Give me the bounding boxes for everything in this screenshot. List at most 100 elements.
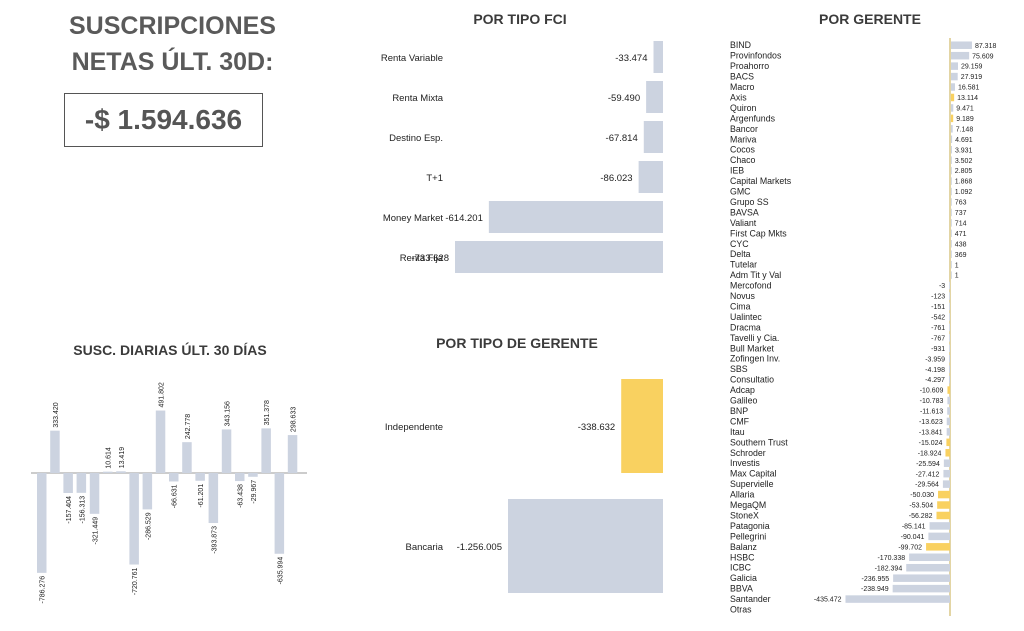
bar-19 [951, 240, 952, 248]
bar-10 [951, 145, 952, 154]
bar-0 [621, 379, 663, 473]
bar-1 [508, 499, 663, 593]
bar-15 [951, 198, 952, 206]
category-label-0: BIND [730, 40, 751, 50]
data-label-49: -170.338 [877, 555, 905, 562]
bar-16 [951, 208, 952, 217]
data-label-50: -182.394 [875, 565, 903, 572]
data-label-30: -3.959 [925, 356, 945, 363]
bar-36 [946, 417, 950, 426]
category-label-7: Argenfunds [730, 113, 776, 123]
data-label-2: -157.404 [66, 496, 73, 524]
data-label-14: 343.156 [225, 401, 232, 426]
category-label-12: IEB [730, 166, 744, 176]
data-label-15: -63.438 [238, 484, 245, 508]
data-label-15: 763 [955, 200, 967, 207]
data-label-51: -236.955 [861, 576, 889, 583]
category-label-41: Max Capital [730, 469, 776, 479]
bar-33 [947, 386, 950, 394]
data-label-0: -338.632 [578, 422, 616, 433]
bar-10 [169, 473, 179, 482]
bar-2 [643, 121, 663, 153]
category-label-54: Otras [730, 605, 752, 615]
category-label-22: Adm Tit y Val [730, 270, 781, 280]
data-label-12: 2.805 [955, 168, 973, 175]
data-label-21: 1 [955, 262, 959, 269]
data-label-9: 4.691 [955, 137, 973, 144]
data-label-44: -53.504 [909, 503, 933, 510]
bar-0 [653, 41, 663, 73]
bar-11 [951, 156, 952, 164]
bar-6 [116, 471, 126, 473]
bar-24 [949, 292, 950, 300]
bar-47 [928, 532, 950, 541]
data-label-8: 7.148 [956, 126, 974, 133]
chart-por-tipo-gerente: Independente -338.632 Bancaria -1.256.005 [385, 379, 663, 593]
bar-5 [455, 241, 663, 273]
data-label-38: -15.024 [919, 440, 943, 447]
data-label-7: -720.761 [132, 567, 139, 595]
bar-1 [646, 81, 663, 113]
bar-40 [943, 459, 950, 467]
bar-2 [951, 62, 958, 70]
headline-line-2: NETAS ÚLT. 30D: [71, 48, 274, 76]
chart-por-tipo-fci: Renta Variable -33.474 Renta Mixta -59.490 D… [381, 41, 663, 273]
category-label-15: Grupo SS [730, 197, 769, 207]
category-label-1: Bancaria [406, 542, 444, 553]
bar-12 [195, 473, 205, 481]
category-label-39: Schroder [730, 448, 766, 458]
data-label-23: -3 [939, 283, 945, 290]
headline-line-1: SUSCRIPCIONES [69, 12, 276, 40]
headline: SUSCRIPCIONES NETAS ÚLT. 30D: [40, 8, 305, 80]
bar-41 [943, 469, 950, 478]
category-label-42: Supervielle [730, 479, 774, 489]
bar-18 [274, 473, 285, 554]
bar-26 [949, 313, 950, 321]
bar-39 [945, 449, 950, 457]
data-label-17: 714 [955, 220, 967, 227]
data-label-26: -542 [931, 315, 945, 322]
bar-0 [37, 473, 47, 573]
bar-3 [951, 72, 958, 81]
data-label-7: 9.189 [956, 116, 974, 123]
bar-42 [942, 480, 950, 488]
category-label-31: SBS [730, 364, 748, 374]
category-label-28: Tavelli y Cia. [730, 333, 779, 343]
category-label-37: Itau [730, 427, 745, 437]
data-label-34: -10.783 [920, 398, 944, 405]
data-label-6: 9.471 [956, 106, 974, 113]
category-label-44: MegaQM [730, 500, 766, 510]
data-label-5: 10.614 [106, 447, 113, 469]
bar-53 [845, 595, 950, 603]
bar-30 [949, 354, 950, 363]
chart-susc-diarias: -786.276 333.420 -157.404 -156.313 -321.449 1… [31, 382, 307, 603]
chart-title-por-gerente: POR GERENTE [819, 11, 921, 27]
data-label-25: -151 [931, 304, 945, 311]
data-label-10: -66.631 [172, 484, 179, 508]
category-label-6: Quiron [730, 103, 757, 113]
category-label-17: Valiant [730, 218, 757, 228]
data-label-33: -10.609 [920, 388, 944, 395]
data-label-20: 369 [955, 252, 967, 259]
bar-31 [948, 365, 950, 373]
bar-13 [951, 177, 952, 185]
bar-5 [951, 93, 955, 102]
data-label-19: 438 [955, 241, 967, 248]
data-label-43: -50.030 [910, 492, 934, 499]
chart-title-por-tipo-gerente: POR TIPO DE GERENTE [436, 335, 598, 351]
chart-title-por-tipo-fci: POR TIPO FCI [473, 11, 567, 27]
data-label-35: -11.613 [920, 409, 943, 416]
data-label-45: -56.282 [909, 513, 933, 520]
category-label-4: Money Market [383, 213, 444, 224]
bar-45 [936, 511, 950, 520]
data-label-18: -635.994 [277, 557, 284, 585]
bar-9 [155, 410, 166, 473]
category-label-0: Independente [385, 422, 443, 433]
data-label-3: 27.919 [961, 74, 983, 81]
category-label-26: Ualintec [730, 312, 762, 322]
category-label-30: Zofingen Inv. [730, 354, 780, 364]
data-label-36: -13.623 [919, 419, 943, 426]
data-label-11: 242.778 [185, 414, 192, 439]
bar-0 [951, 41, 972, 49]
bar-3 [76, 473, 87, 493]
